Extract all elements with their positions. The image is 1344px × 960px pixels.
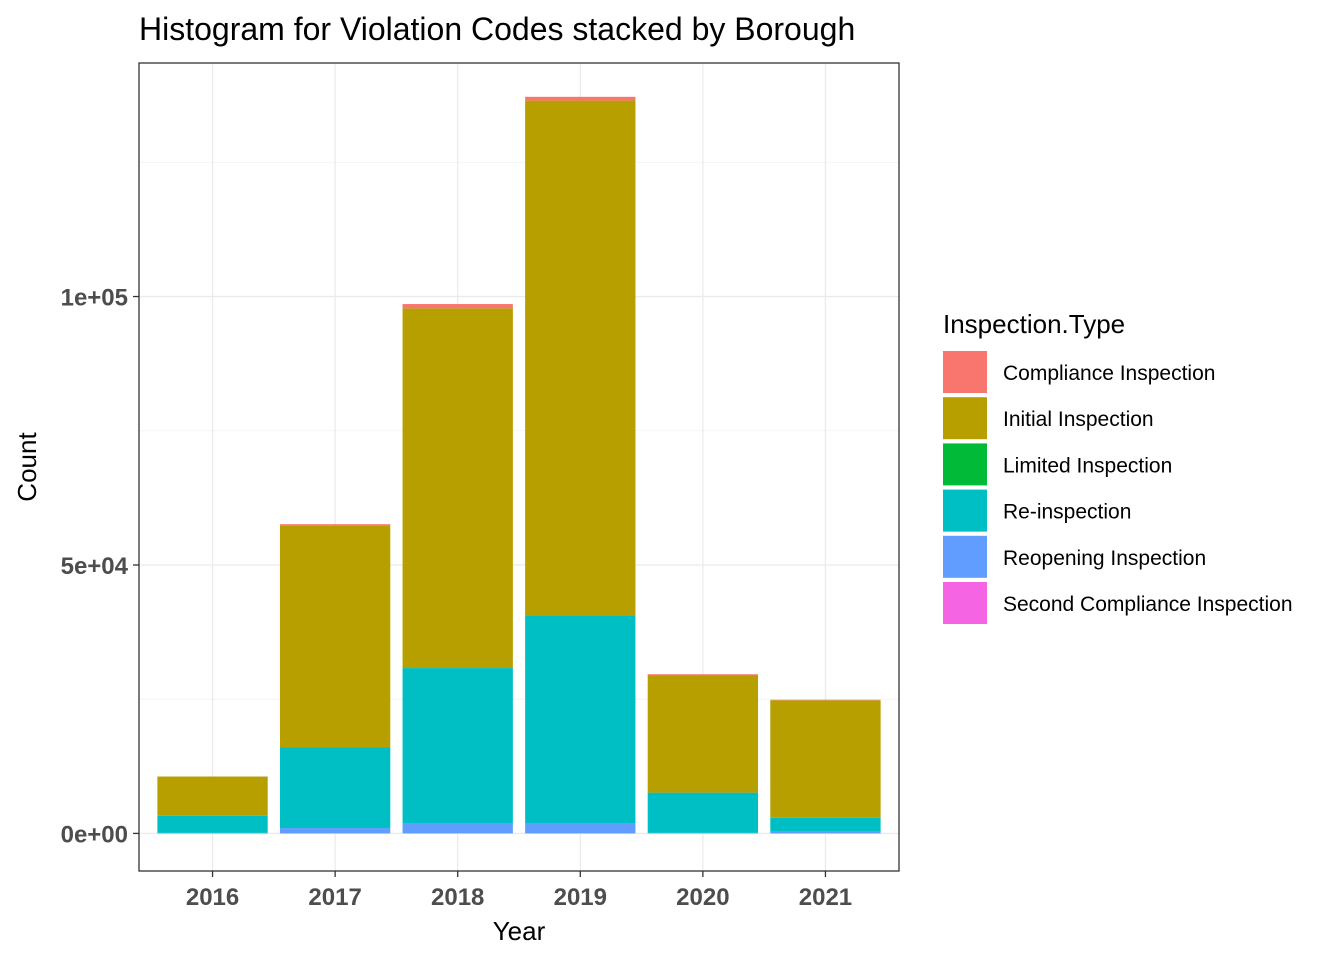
bar-segment bbox=[279, 524, 391, 526]
x-tick-label: 2020 bbox=[676, 884, 729, 911]
bar-segment bbox=[525, 100, 636, 616]
bar-segment bbox=[647, 675, 759, 793]
bar-segment bbox=[770, 700, 881, 818]
bar-segment bbox=[402, 308, 513, 669]
bar-segment bbox=[157, 832, 268, 834]
x-tick-label: 2018 bbox=[431, 884, 484, 911]
legend-item-label: Reopening Inspection bbox=[1003, 547, 1206, 570]
legend-item-label: Limited Inspection bbox=[1003, 454, 1172, 477]
plot-border bbox=[138, 62, 900, 872]
x-axis-title: Year bbox=[493, 916, 546, 946]
bar-segment bbox=[279, 828, 391, 834]
y-axis-title: Count bbox=[12, 432, 42, 502]
x-axis: 2016 2017 2018 2019 2020 2021 bbox=[186, 871, 852, 911]
bar-segment bbox=[402, 823, 513, 834]
bar-segment bbox=[525, 615, 636, 824]
bar-segment bbox=[279, 747, 391, 829]
bar-segment bbox=[770, 817, 881, 832]
bar-segment bbox=[525, 823, 636, 834]
bars bbox=[157, 96, 881, 834]
legend-swatch bbox=[943, 582, 987, 624]
bar-segment bbox=[647, 674, 759, 676]
legend-title: Inspection.Type bbox=[943, 309, 1125, 339]
y-axis: 0e+00 5e+04 1e+05 bbox=[61, 285, 139, 848]
bar-segment bbox=[157, 815, 268, 833]
y-tick-label: 5e+04 bbox=[61, 553, 129, 580]
legend-item-label: Compliance Inspection bbox=[1003, 362, 1215, 385]
chart-title: Histogram for Violation Codes stacked by… bbox=[139, 11, 855, 47]
legend-swatch bbox=[943, 443, 987, 486]
x-tick-label: 2017 bbox=[308, 884, 361, 911]
legend-swatch bbox=[943, 397, 987, 440]
legend-item-label: Second Compliance Inspection bbox=[1003, 593, 1293, 616]
bar-segment bbox=[647, 832, 759, 834]
legend-item-label: Re-inspection bbox=[1003, 501, 1131, 524]
bar-segment bbox=[279, 525, 391, 748]
bar-segment bbox=[647, 792, 759, 833]
x-tick-label: 2016 bbox=[186, 884, 239, 911]
bar-segment bbox=[770, 831, 881, 834]
bar-segment bbox=[157, 776, 268, 816]
bar-segment bbox=[525, 96, 636, 101]
legend: Inspection.Type Compliance Inspection Ini… bbox=[943, 309, 1293, 624]
legend-swatch bbox=[943, 535, 987, 578]
x-tick-label: 2019 bbox=[554, 884, 607, 911]
bar-segment bbox=[402, 304, 513, 309]
legend-item-label: Initial Inspection bbox=[1003, 408, 1154, 431]
x-tick-label: 2021 bbox=[799, 884, 852, 911]
legend-swatch bbox=[943, 489, 987, 532]
bar-segment bbox=[770, 699, 881, 701]
y-tick-label: 0e+00 bbox=[61, 821, 128, 848]
legend-swatch bbox=[943, 351, 987, 393]
y-tick-label: 1e+05 bbox=[61, 285, 128, 312]
bar-segment bbox=[402, 668, 513, 824]
